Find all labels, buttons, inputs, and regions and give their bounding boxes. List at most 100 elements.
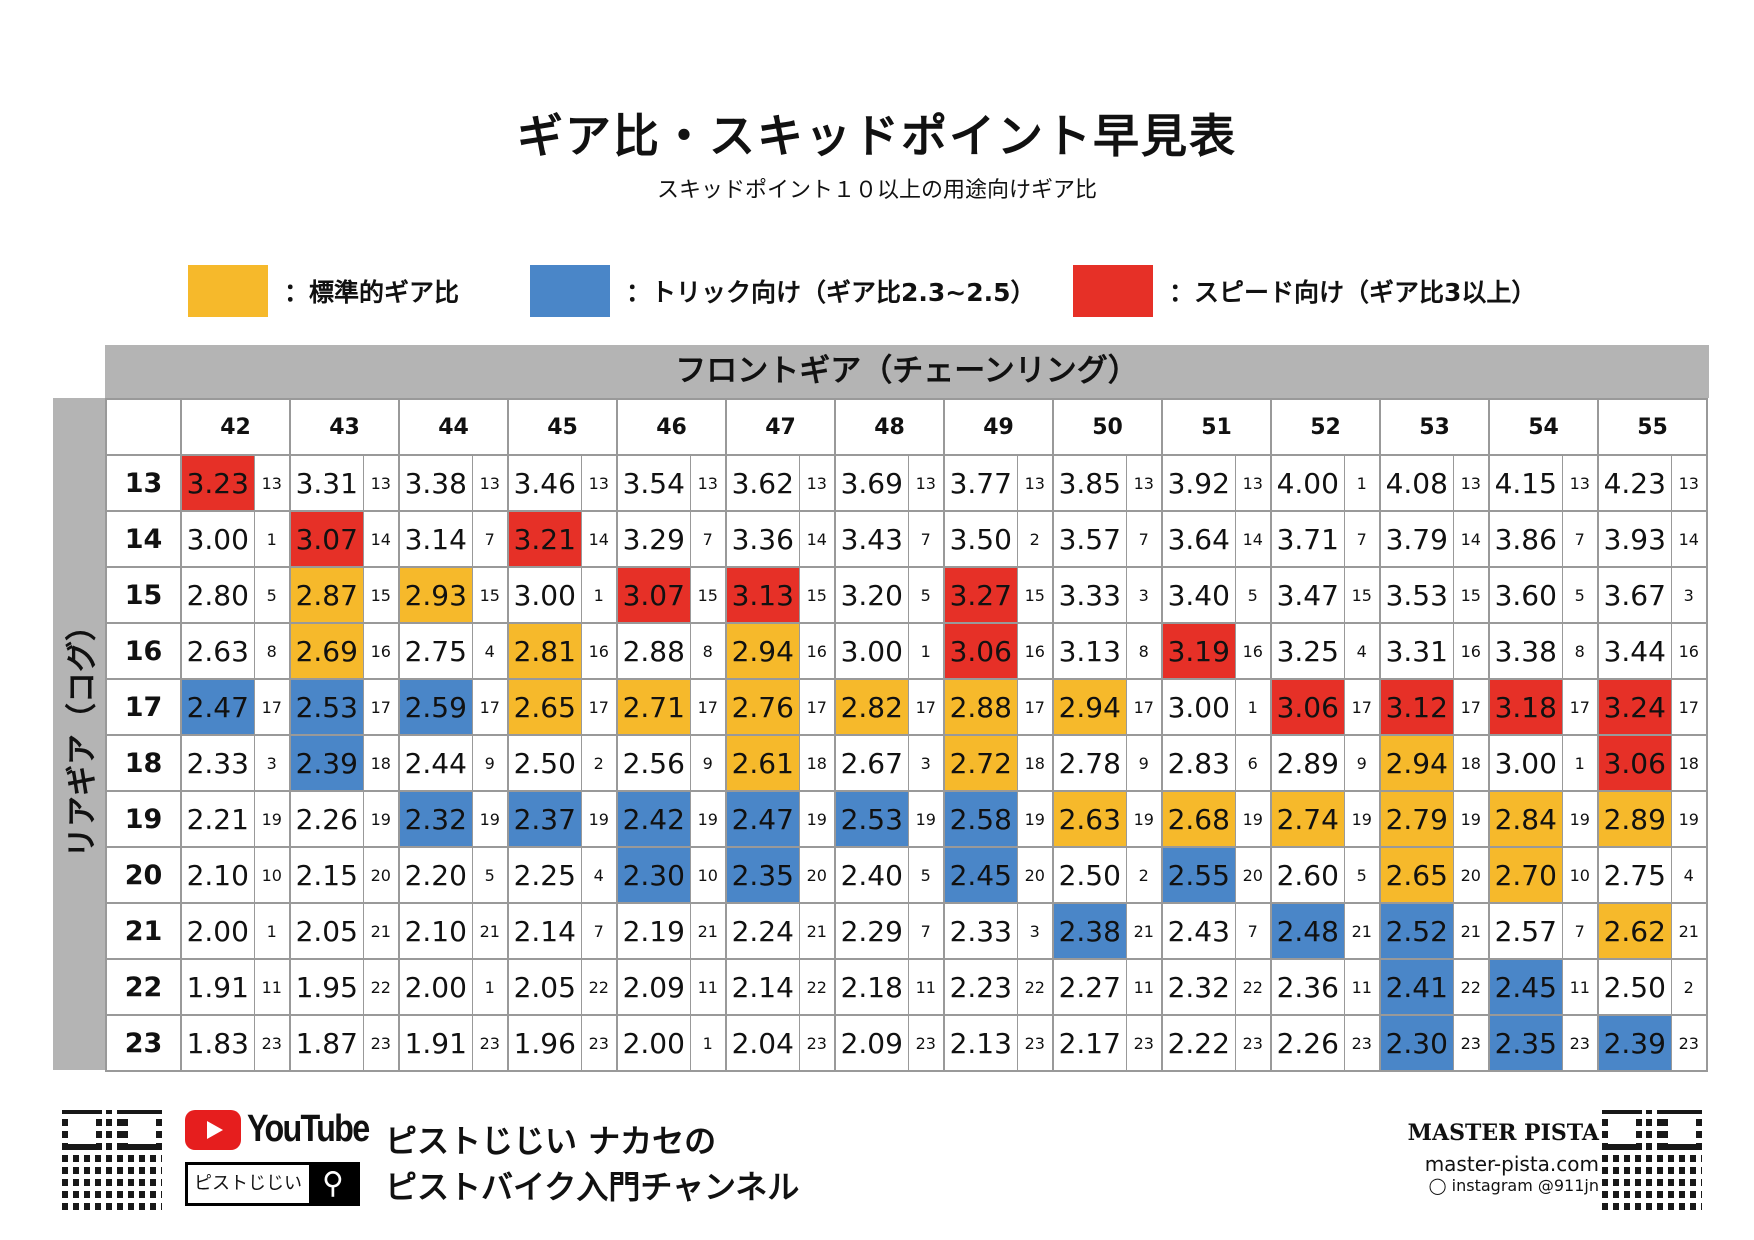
ratio-cell: 2.43 (1161, 902, 1236, 960)
ratio-cell: 2.05 (289, 902, 364, 960)
ratio-cell: 3.13 (725, 566, 800, 624)
ratio-cell: 3.46 (507, 454, 582, 512)
skid-cell: 16 (1670, 622, 1708, 680)
ratio-cell: 2.36 (1270, 958, 1345, 1016)
ratio-cell: 2.33 (943, 902, 1018, 960)
ratio-cell: 2.42 (616, 790, 691, 848)
skid-cell: 2 (1016, 510, 1054, 568)
ratio-cell: 3.69 (834, 454, 909, 512)
skid-cell: 17 (253, 678, 291, 736)
front-header: 49 (943, 398, 1054, 456)
skid-cell: 20 (1016, 846, 1054, 904)
rear-header: 16 (105, 622, 182, 680)
ratio-cell: 3.62 (725, 454, 800, 512)
search-text: ピストじじい (194, 1173, 302, 1194)
skid-cell: 13 (1670, 454, 1708, 512)
ratio-cell: 3.00 (834, 622, 909, 680)
skid-cell: 13 (689, 454, 727, 512)
skid-cell: 10 (1561, 846, 1599, 904)
skid-cell: 5 (471, 846, 509, 904)
skid-cell: 15 (471, 566, 509, 624)
ratio-cell: 2.58 (943, 790, 1018, 848)
ratio-cell: 1.96 (507, 1014, 582, 1072)
skid-cell: 9 (689, 734, 727, 792)
front-header: 48 (834, 398, 945, 456)
ratio-cell: 3.85 (1052, 454, 1127, 512)
ratio-cell: 2.84 (1488, 790, 1563, 848)
ratio-cell: 3.00 (1488, 734, 1563, 792)
skid-cell: 11 (1125, 958, 1163, 1016)
rear-header: 14 (105, 510, 182, 568)
table-row: 20 2.10 10 2.15 20 2.20 5 2.25 4 2.30 10 2.35 20 2.40… (105, 846, 1708, 904)
skid-cell: 22 (1234, 958, 1272, 1016)
skid-cell: 19 (1016, 790, 1054, 848)
ratio-cell: 2.17 (1052, 1014, 1127, 1072)
ratio-cell: 4.23 (1597, 454, 1672, 512)
skid-cell: 16 (362, 622, 400, 680)
skid-cell: 8 (253, 622, 291, 680)
skid-cell: 4 (1670, 846, 1708, 904)
ratio-cell: 2.32 (1161, 958, 1236, 1016)
ratio-cell: 2.18 (834, 958, 909, 1016)
ratio-cell: 2.65 (507, 678, 582, 736)
skid-cell: 1 (253, 510, 291, 568)
skid-cell: 14 (798, 510, 836, 568)
skid-cell: 20 (1452, 846, 1490, 904)
skid-cell: 14 (1234, 510, 1272, 568)
front-header: 47 (725, 398, 836, 456)
instagram-text: instagram @911jn (1451, 1176, 1599, 1195)
skid-cell: 15 (798, 566, 836, 624)
skid-cell: 13 (1234, 454, 1272, 512)
ratio-cell: 2.00 (616, 1014, 691, 1072)
rear-header: 22 (105, 958, 182, 1016)
ratio-cell: 1.95 (289, 958, 364, 1016)
skid-cell: 18 (1452, 734, 1490, 792)
skid-cell: 21 (362, 902, 400, 960)
skid-cell: 9 (1343, 734, 1381, 792)
rear-header: 20 (105, 846, 182, 904)
table-row: 19 2.21 19 2.26 19 2.32 19 2.37 19 2.42 19 2.47 19 2.… (105, 790, 1708, 848)
front-header: 45 (507, 398, 618, 456)
skid-cell: 19 (471, 790, 509, 848)
skid-cell: 7 (907, 902, 945, 960)
skid-cell: 11 (1343, 958, 1381, 1016)
legend-label: ：トリック向け（ギア比2.3~2.5） (626, 278, 1036, 307)
ratio-cell: 3.47 (1270, 566, 1345, 624)
ratio-cell: 2.22 (1161, 1014, 1236, 1072)
skid-cell: 17 (362, 678, 400, 736)
skid-cell: 21 (1670, 902, 1708, 960)
skid-cell: 16 (1452, 622, 1490, 680)
legend-speed: ：スピード向け（ギア比3以上） (1073, 265, 1536, 317)
ratio-cell: 2.45 (1488, 958, 1563, 1016)
skid-cell: 4 (471, 622, 509, 680)
skid-cell: 22 (1452, 958, 1490, 1016)
ratio-cell: 2.62 (1597, 902, 1672, 960)
youtube-play-icon (185, 1109, 241, 1150)
ratio-cell: 3.13 (1052, 622, 1127, 680)
qr-code-youtube (62, 1110, 162, 1210)
front-header: 43 (289, 398, 400, 456)
skid-cell: 15 (1343, 566, 1381, 624)
ratio-cell: 2.55 (1161, 846, 1236, 904)
channel-line2: ピストバイク入門チャンネル (385, 1168, 800, 1206)
skid-cell: 3 (253, 734, 291, 792)
ratio-cell: 2.20 (398, 846, 473, 904)
ratio-cell: 3.53 (1379, 566, 1454, 624)
ratio-cell: 2.47 (725, 790, 800, 848)
skid-cell: 13 (253, 454, 291, 512)
ratio-cell: 2.87 (289, 566, 364, 624)
table-row: 14 3.00 1 3.07 14 3.14 7 3.21 14 3.29 7 3.36 14 3.43 7… (105, 510, 1708, 568)
ratio-cell: 3.19 (1161, 622, 1236, 680)
legend-label: ：スピード向け（ギア比3以上） (1169, 278, 1537, 307)
skid-cell: 21 (798, 902, 836, 960)
skid-cell: 17 (1561, 678, 1599, 736)
skid-cell: 20 (362, 846, 400, 904)
table-row: 18 2.33 3 2.39 18 2.44 9 2.50 2 2.56 9 2.61 18 2.67 3 2… (105, 734, 1708, 792)
ratio-cell: 3.29 (616, 510, 691, 568)
skid-cell: 22 (1016, 958, 1054, 1016)
ratio-cell: 2.26 (1270, 1014, 1345, 1072)
skid-cell: 17 (580, 678, 618, 736)
ratio-cell: 3.33 (1052, 566, 1127, 624)
skid-cell: 7 (1343, 510, 1381, 568)
ratio-cell: 3.38 (398, 454, 473, 512)
